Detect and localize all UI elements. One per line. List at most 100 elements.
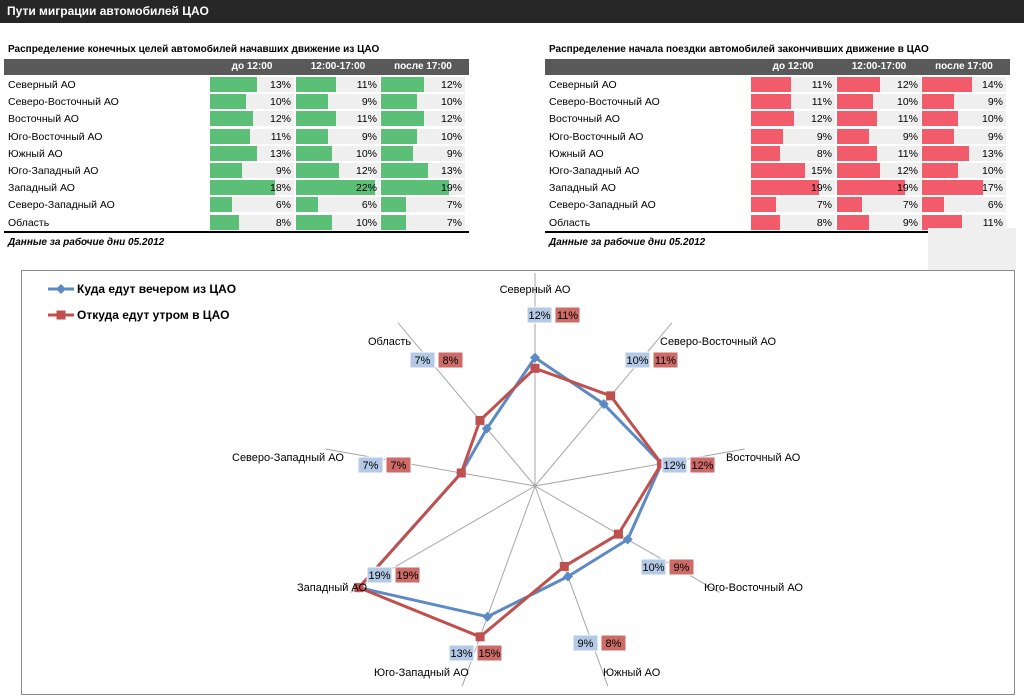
cell-value: 19%	[896, 182, 918, 195]
data-bar	[751, 94, 791, 110]
data-bar	[296, 111, 336, 127]
value-label: 13%	[450, 648, 472, 660]
table-cell: 12%	[296, 162, 380, 178]
value-label: 19%	[368, 570, 390, 582]
cell-value: 9%	[361, 130, 377, 143]
series-point	[530, 363, 540, 373]
radar-chart: Северный АО 12% 11% Северо-Восточный АО 10% 1…	[21, 270, 1015, 695]
value-badge	[668, 558, 695, 576]
radar-spoke	[325, 448, 536, 487]
cell-value: 12%	[269, 113, 291, 126]
value-label: 12%	[691, 460, 713, 472]
radar-spoke	[534, 485, 609, 687]
table-cell: 7%	[381, 214, 465, 230]
table-cell: 6%	[922, 197, 1006, 213]
row-label: Северный АО	[549, 79, 617, 91]
table-cell: 6%	[210, 197, 294, 213]
value-label: 7%	[415, 355, 431, 367]
table-body: Северный АО 11% 12% 14% Северо-Восточный АО 1…	[545, 76, 1010, 231]
table-origins: Распределение начала поездки автомобилей…	[545, 0, 1010, 260]
row-label: Северо-Восточный АО	[549, 96, 660, 109]
row-label: Южный АО	[549, 147, 604, 160]
row-label: Юго-Западный АО	[549, 164, 640, 177]
cell-value: 11%	[897, 147, 918, 160]
table-cell: 10%	[837, 94, 921, 110]
value-label: 15%	[478, 648, 500, 660]
table-cell: 8%	[751, 145, 835, 161]
value-label: 10%	[626, 355, 648, 367]
table-cell: 10%	[296, 145, 380, 161]
table-row: Юго-Восточный АО 11% 9% 10%	[4, 128, 469, 145]
table-body: Северный АО 13% 11% 12% Северо-Восточный АО 1…	[4, 76, 469, 231]
category-label: Северо-Восточный АО	[660, 336, 777, 348]
data-bar	[751, 197, 777, 213]
table-cell: 12%	[751, 111, 835, 127]
data-bar	[751, 145, 780, 161]
row-label: Западный АО	[8, 182, 75, 195]
legend-label: Куда едут вечером из ЦАО	[77, 282, 236, 296]
table-cell: 9%	[922, 94, 1006, 110]
table-cell: 15%	[751, 162, 835, 178]
table-row: Западный АО 19% 19% 17%	[545, 179, 1010, 196]
table-header: до 12:00 12:00-17:00 после 17:00	[545, 59, 1010, 75]
value-label: 12%	[663, 460, 685, 472]
value-badge	[409, 351, 436, 369]
cell-value: 10%	[981, 113, 1003, 126]
row-label: Область	[8, 216, 50, 229]
page-title: Пути миграции автомобилей ЦАО	[7, 4, 209, 18]
row-label: Северо-Восточный АО	[8, 96, 119, 109]
cell-value: 15%	[810, 164, 832, 177]
table-row: Северо-Восточный АО 10% 9% 10%	[4, 93, 469, 110]
series-point	[456, 468, 466, 478]
table-cell: 12%	[837, 162, 921, 178]
cell-value: 9%	[987, 96, 1003, 109]
data-bar	[837, 111, 877, 127]
row-label: Южный АО	[8, 147, 63, 160]
table-cell: 13%	[210, 145, 294, 161]
table-divider	[545, 231, 1010, 233]
data-bar	[751, 180, 820, 196]
series-point	[475, 415, 485, 425]
table-row: Северо-Западный АО 6% 6% 7%	[4, 196, 469, 213]
category-label: Юго-Западный АО	[374, 667, 469, 679]
row-label: Юго-Восточный АО	[549, 130, 644, 143]
cell-value: 7%	[816, 199, 832, 212]
data-bar	[296, 145, 332, 161]
table-row: Северо-Западный АО 7% 7% 6%	[545, 196, 1010, 213]
table-cell: 12%	[381, 77, 465, 92]
cell-value: 6%	[275, 199, 291, 212]
value-badge	[394, 566, 421, 584]
value-badge	[554, 306, 581, 324]
table-cell: 10%	[922, 111, 1006, 127]
cell-value: 12%	[896, 164, 918, 177]
data-bar	[381, 162, 428, 178]
series-point	[613, 529, 623, 539]
table-cell: 7%	[837, 197, 921, 213]
category-label: Северо-Западный АО	[232, 452, 344, 464]
data-bar	[837, 94, 873, 110]
cell-value: 10%	[440, 130, 462, 143]
value-badge	[385, 456, 412, 474]
series-line	[357, 366, 663, 639]
table-row: Юго-Западный АО 15% 12% 10%	[545, 162, 1010, 179]
table-note: Данные за рабочие дни 05.2012	[549, 237, 706, 248]
cell-value: 6%	[361, 199, 377, 212]
data-bar	[837, 128, 870, 144]
category-label: Западный АО	[297, 582, 368, 594]
column-header: 12:00-17:00	[310, 61, 366, 72]
table-title: Распределение конечных целей автомобилей…	[8, 44, 380, 55]
data-bar	[837, 197, 863, 213]
table-row: Область 8% 9% 11%	[545, 214, 1010, 231]
value-label: 9%	[578, 638, 594, 650]
value-badge	[366, 566, 393, 584]
data-bar	[296, 180, 376, 196]
data-bar	[210, 214, 239, 230]
cell-value: 19%	[440, 182, 462, 195]
data-bar	[751, 162, 805, 178]
table-row: Западный АО 18% 22% 19%	[4, 179, 469, 196]
cell-value: 12%	[896, 79, 918, 91]
table-divider	[4, 231, 469, 233]
column-header: после 17:00	[935, 61, 993, 72]
row-label: Восточный АО	[8, 113, 79, 126]
radar-chart-svg: Северный АО 12% 11% Северо-Восточный АО 10% 1…	[48, 273, 803, 687]
